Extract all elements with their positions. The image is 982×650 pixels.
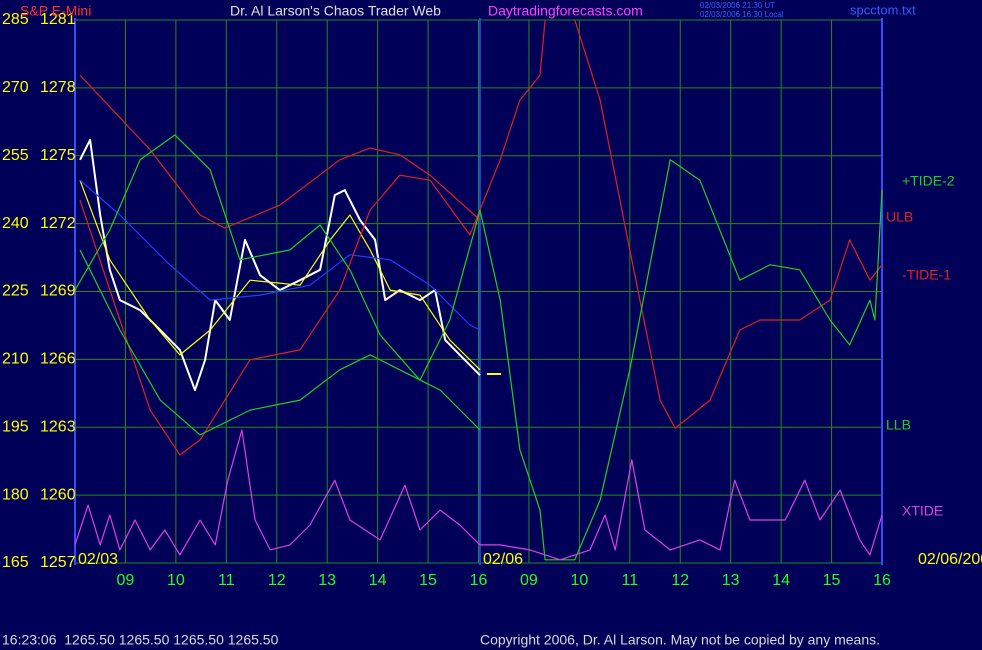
x-tick-label: 14 — [369, 572, 387, 589]
y2-tick-label: 1257 — [40, 554, 76, 571]
x-tick-label: 09 — [520, 572, 538, 589]
series-line — [79, 74, 481, 229]
series-line — [75, 429, 883, 561]
x-tick-label: 12 — [671, 572, 689, 589]
legend-entry: ULB — [886, 209, 913, 225]
series-line — [79, 179, 481, 371]
y-tick-label: 180 — [2, 486, 29, 503]
utc-time: 02/03/2006 21:30 UT — [700, 1, 775, 10]
legend-entry: XTIDE — [902, 503, 943, 519]
end-date: 02/06/2006 — [918, 551, 982, 568]
x-tick-label: 11 — [218, 572, 235, 589]
y2-tick-label: 1278 — [40, 79, 76, 96]
legend-entry: -TIDE-1 — [902, 267, 951, 283]
file-name: spcctom.txt — [850, 2, 916, 17]
legend-entry: S&P E-Mini — [20, 3, 91, 19]
start-date: 02/03 — [78, 551, 118, 568]
y-tick-label: 195 — [2, 418, 29, 435]
x-tick-label: 11 — [622, 572, 639, 589]
y-tick-label: 225 — [2, 283, 29, 300]
y2-tick-label: 1275 — [40, 147, 76, 164]
y-tick-label: 240 — [2, 215, 29, 232]
y2-tick-label: 1269 — [40, 283, 76, 300]
y-tick-label: 210 — [2, 351, 29, 368]
next-date: 02/06 — [483, 551, 523, 568]
x-tick-label: 12 — [268, 572, 286, 589]
labels: 165 180 195 210 225 240 255 270 285 1257 1260 1263 1… — [2, 3, 955, 590]
x-tick-label: 15 — [419, 572, 437, 589]
y2-tick-label: 1260 — [40, 486, 76, 503]
x-tick-label: 14 — [772, 572, 790, 589]
series-line — [79, 19, 546, 456]
y2-tick-label: 1266 — [40, 351, 76, 368]
x-tick-label: 10 — [167, 572, 185, 589]
x-tick-label: 09 — [117, 572, 135, 589]
y-tick-label: 270 — [2, 79, 29, 96]
plot-area — [75, 19, 883, 561]
legend-entry: LLB — [886, 417, 911, 433]
series-line — [574, 19, 883, 429]
footer-quote: 16:23:06 1265.50 1265.50 1265.50 1265.50 — [2, 632, 279, 648]
x-tick-label: 16 — [873, 572, 891, 589]
x-tick-label: 13 — [722, 572, 740, 589]
y2-tick-label: 1281 — [40, 11, 76, 28]
y2-tick-label: 1272 — [40, 215, 76, 232]
local-time: 02/03/2006 16:30 Local — [700, 10, 784, 19]
y-tick-label: 285 — [2, 11, 29, 28]
x-tick-label: 13 — [318, 572, 336, 589]
x-tick-label: 15 — [823, 572, 841, 589]
y-tick-label: 165 — [2, 554, 29, 571]
series-line — [79, 249, 481, 436]
x-tick-label: 16 — [470, 572, 488, 589]
subtitle: Daytradingforecasts.com — [488, 3, 643, 19]
y-tick-label: 255 — [2, 147, 29, 164]
y2-tick-label: 1263 — [40, 418, 76, 435]
legend-entry: +TIDE-2 — [902, 173, 955, 189]
chart-title: Dr. Al Larson's Chaos Trader Web — [230, 3, 441, 19]
x-tick-label: 10 — [570, 572, 588, 589]
series-line — [75, 134, 883, 561]
footer-copyright: Copyright 2006, Dr. Al Larson. May not b… — [480, 632, 880, 648]
series-line — [79, 179, 481, 331]
